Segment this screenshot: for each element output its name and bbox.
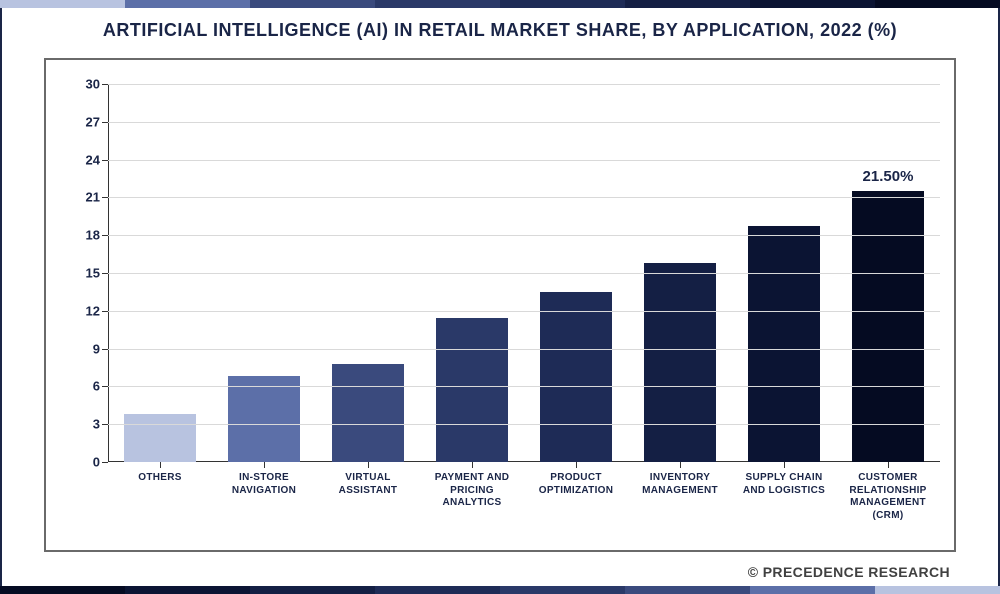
bar: 21.50% — [852, 191, 925, 462]
y-tick-mark — [102, 462, 108, 463]
stripe-segment — [625, 586, 750, 594]
bar — [332, 364, 405, 462]
gridline — [108, 273, 940, 274]
gridline — [108, 311, 940, 312]
y-tick-label: 30 — [86, 77, 100, 92]
y-tick-mark — [102, 160, 108, 161]
bar — [540, 292, 613, 462]
stripe-segment — [750, 0, 875, 8]
gridline — [108, 462, 940, 463]
y-tick-mark — [102, 122, 108, 123]
bar — [228, 376, 301, 462]
gridline — [108, 160, 940, 161]
gridline — [108, 235, 940, 236]
y-tick-mark — [102, 424, 108, 425]
y-tick-mark — [102, 349, 108, 350]
stripe-segment — [125, 586, 250, 594]
gridline — [108, 197, 940, 198]
chart-title: ARTIFICIAL INTELLIGENCE (AI) IN RETAIL M… — [0, 20, 1000, 41]
x-label: CUSTOMER RELATIONSHIP MANAGEMENT (CRM) — [836, 466, 940, 544]
gridline — [108, 386, 940, 387]
bar — [644, 263, 717, 462]
x-label: SUPPLY CHAIN AND LOGISTICS — [732, 466, 836, 544]
stripe-segment — [750, 586, 875, 594]
y-tick-label: 18 — [86, 228, 100, 243]
gridline — [108, 84, 940, 85]
y-tick-label: 3 — [93, 417, 100, 432]
gridline — [108, 122, 940, 123]
bar — [436, 318, 509, 462]
bar — [748, 226, 821, 462]
stripe-segment — [500, 0, 625, 8]
stripe-segment — [375, 0, 500, 8]
y-tick-mark — [102, 386, 108, 387]
y-tick-mark — [102, 197, 108, 198]
stripe-segment — [0, 586, 125, 594]
stripe-segment — [375, 586, 500, 594]
y-tick-label: 15 — [86, 266, 100, 281]
stripe-segment — [125, 0, 250, 8]
y-tick-label: 27 — [86, 114, 100, 129]
bar-value-label: 21.50% — [863, 168, 914, 185]
y-tick-label: 6 — [93, 379, 100, 394]
stripe-segment — [0, 0, 125, 8]
x-label: PAYMENT AND PRICING ANALYTICS — [420, 466, 524, 544]
plot-area: 21.50% 036912151821242730 — [108, 84, 940, 462]
y-tick-label: 24 — [86, 152, 100, 167]
y-tick-mark — [102, 84, 108, 85]
stripe-segment — [500, 586, 625, 594]
y-tick-label: 0 — [93, 455, 100, 470]
footer-credit: © PRECEDENCE RESEARCH — [748, 564, 950, 580]
y-tick-mark — [102, 311, 108, 312]
gridline — [108, 424, 940, 425]
stripe-segment — [250, 0, 375, 8]
stripe-segment — [875, 0, 1000, 8]
gridline — [108, 349, 940, 350]
stripe-segment — [250, 586, 375, 594]
y-tick-label: 9 — [93, 341, 100, 356]
bottom-decorative-stripe — [0, 586, 1000, 594]
y-tick-label: 21 — [86, 190, 100, 205]
chart-frame: 21.50% 036912151821242730 OTHERSIN-STORE… — [44, 58, 956, 552]
top-decorative-stripe — [0, 0, 1000, 8]
x-label: OTHERS — [108, 466, 212, 544]
stripe-segment — [875, 586, 1000, 594]
x-label: PRODUCT OPTIMIZATION — [524, 466, 628, 544]
x-label: VIRTUAL ASSISTANT — [316, 466, 420, 544]
y-tick-mark — [102, 273, 108, 274]
y-tick-label: 12 — [86, 303, 100, 318]
x-label: INVENTORY MANAGEMENT — [628, 466, 732, 544]
x-labels-container: OTHERSIN-STORE NAVIGATIONVIRTUAL ASSISTA… — [108, 466, 940, 544]
y-tick-mark — [102, 235, 108, 236]
stripe-segment — [625, 0, 750, 8]
bar — [124, 414, 197, 462]
x-label: IN-STORE NAVIGATION — [212, 466, 316, 544]
